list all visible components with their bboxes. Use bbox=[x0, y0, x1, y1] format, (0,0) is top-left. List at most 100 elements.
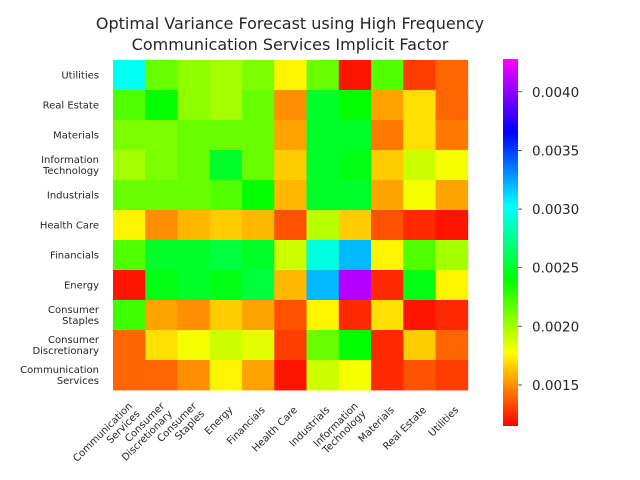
heatmap-cell bbox=[371, 90, 404, 121]
heatmap-cell bbox=[113, 60, 146, 91]
y-tick-label: Energy bbox=[64, 281, 99, 292]
y-tick-label: Information Technology bbox=[41, 155, 99, 177]
heatmap-cell bbox=[113, 300, 146, 331]
heatmap-cell bbox=[338, 270, 372, 301]
heatmap-cell bbox=[403, 90, 436, 121]
heatmap-cell bbox=[435, 150, 469, 181]
heatmap-cell bbox=[306, 330, 340, 361]
y-tick-labels: Utilities Real Estate Materials Information… bbox=[20, 71, 100, 388]
heatmap-cell bbox=[306, 180, 340, 211]
heatmap-cell bbox=[145, 270, 178, 301]
colorbar-tick-label: 0.0025 bbox=[532, 261, 579, 277]
y-tick-label: Industrials bbox=[47, 191, 99, 202]
heatmap-cell bbox=[113, 240, 146, 271]
heatmap-cell bbox=[274, 210, 307, 241]
heatmap-cell bbox=[403, 150, 436, 181]
heatmap-cell bbox=[435, 180, 469, 211]
colorbar bbox=[503, 59, 518, 426]
heatmap-cell bbox=[371, 270, 404, 301]
heatmap-cell bbox=[113, 150, 146, 181]
heatmap-cell bbox=[306, 270, 340, 301]
heatmap-cell bbox=[306, 240, 340, 271]
colorbar-tick-label: 0.0030 bbox=[532, 202, 579, 218]
heatmap-cell bbox=[403, 210, 436, 241]
y-tick-label: Materials bbox=[53, 131, 99, 142]
heatmap-cell bbox=[209, 240, 243, 271]
heatmap-cell bbox=[209, 330, 243, 361]
heatmap-cell bbox=[403, 300, 436, 331]
heatmap-cell bbox=[306, 90, 340, 121]
y-tick-label: Communication Services bbox=[20, 365, 99, 387]
heatmap-cell bbox=[371, 120, 404, 151]
heatmap-cell bbox=[113, 120, 146, 151]
colorbar-tick-label: 0.0020 bbox=[532, 319, 579, 335]
x-tick-label: Utilities bbox=[427, 405, 461, 439]
heatmap-cell bbox=[242, 150, 275, 181]
heatmap-cell bbox=[403, 360, 436, 391]
y-tick-label: Real Estate bbox=[43, 101, 99, 112]
heatmap-cell bbox=[177, 210, 211, 241]
heatmap-cell bbox=[177, 300, 211, 331]
heatmap-cell bbox=[274, 270, 307, 301]
heatmap-cell bbox=[371, 180, 404, 211]
heatmap-cell bbox=[242, 300, 275, 331]
heatmap-cell bbox=[113, 360, 146, 391]
heatmap-cell bbox=[209, 300, 243, 331]
heatmap-cell bbox=[145, 180, 178, 211]
heatmap-cell bbox=[242, 330, 275, 361]
colorbar-tick-label: 0.0040 bbox=[532, 85, 579, 101]
heatmap-cell bbox=[306, 210, 340, 241]
y-tick-label: Utilities bbox=[61, 71, 99, 82]
heatmap-cell bbox=[338, 150, 372, 181]
heatmap-cell bbox=[371, 360, 404, 391]
heatmap-cell bbox=[145, 60, 178, 91]
heatmap-cell bbox=[371, 210, 404, 241]
heatmap-cell bbox=[113, 90, 146, 121]
heatmap-cell bbox=[274, 240, 307, 271]
heatmap-cells bbox=[113, 60, 469, 391]
heatmap-cell bbox=[306, 360, 340, 391]
heatmap-cell bbox=[209, 180, 243, 211]
heatmap-cell bbox=[435, 270, 469, 301]
heatmap-cell bbox=[274, 120, 307, 151]
heatmap-cell bbox=[274, 90, 307, 121]
colorbar-tick-label: 0.0015 bbox=[532, 378, 579, 394]
heatmap-cell bbox=[274, 60, 307, 91]
heatmap-cell bbox=[177, 360, 211, 391]
chart-title-line-2: Communication Services Implicit Factor bbox=[132, 35, 449, 54]
heatmap-cell bbox=[242, 120, 275, 151]
heatmap-cell bbox=[145, 240, 178, 271]
heatmap-cell bbox=[306, 60, 340, 91]
heatmap-cell bbox=[242, 270, 275, 301]
heatmap-cell bbox=[371, 60, 404, 91]
heatmap-cell bbox=[435, 300, 469, 331]
heatmap-cell bbox=[371, 150, 404, 181]
heatmap-cell bbox=[338, 210, 372, 241]
heatmap-cell bbox=[338, 180, 372, 211]
heatmap-cell bbox=[209, 150, 243, 181]
heatmap-cell bbox=[145, 120, 178, 151]
heatmap-cell bbox=[145, 360, 178, 391]
x-tick-labels: CommunicationServicesConsumerDiscretiona… bbox=[71, 400, 461, 464]
heatmap-cell bbox=[177, 90, 211, 121]
chart-title-line-1: Optimal Variance Forecast using High Fre… bbox=[96, 14, 484, 33]
heatmap-cell bbox=[209, 60, 243, 91]
colorbar-tick-label: 0.0035 bbox=[532, 144, 579, 160]
heatmap-cell bbox=[177, 240, 211, 271]
heatmap-cell bbox=[435, 210, 469, 241]
heatmap-cell bbox=[145, 90, 178, 121]
heatmap-cell bbox=[113, 180, 146, 211]
heatmap-cell bbox=[209, 270, 243, 301]
heatmap-cell bbox=[435, 330, 469, 361]
heatmap-cell bbox=[274, 300, 307, 331]
heatmap-cell bbox=[242, 180, 275, 211]
heatmap-cell bbox=[145, 210, 178, 241]
heatmap-cell bbox=[177, 60, 211, 91]
heatmap-cell bbox=[113, 330, 146, 361]
heatmap-cell bbox=[242, 240, 275, 271]
heatmap-cell bbox=[177, 180, 211, 211]
heatmap-cell bbox=[177, 330, 211, 361]
heatmap-cell bbox=[403, 330, 436, 361]
